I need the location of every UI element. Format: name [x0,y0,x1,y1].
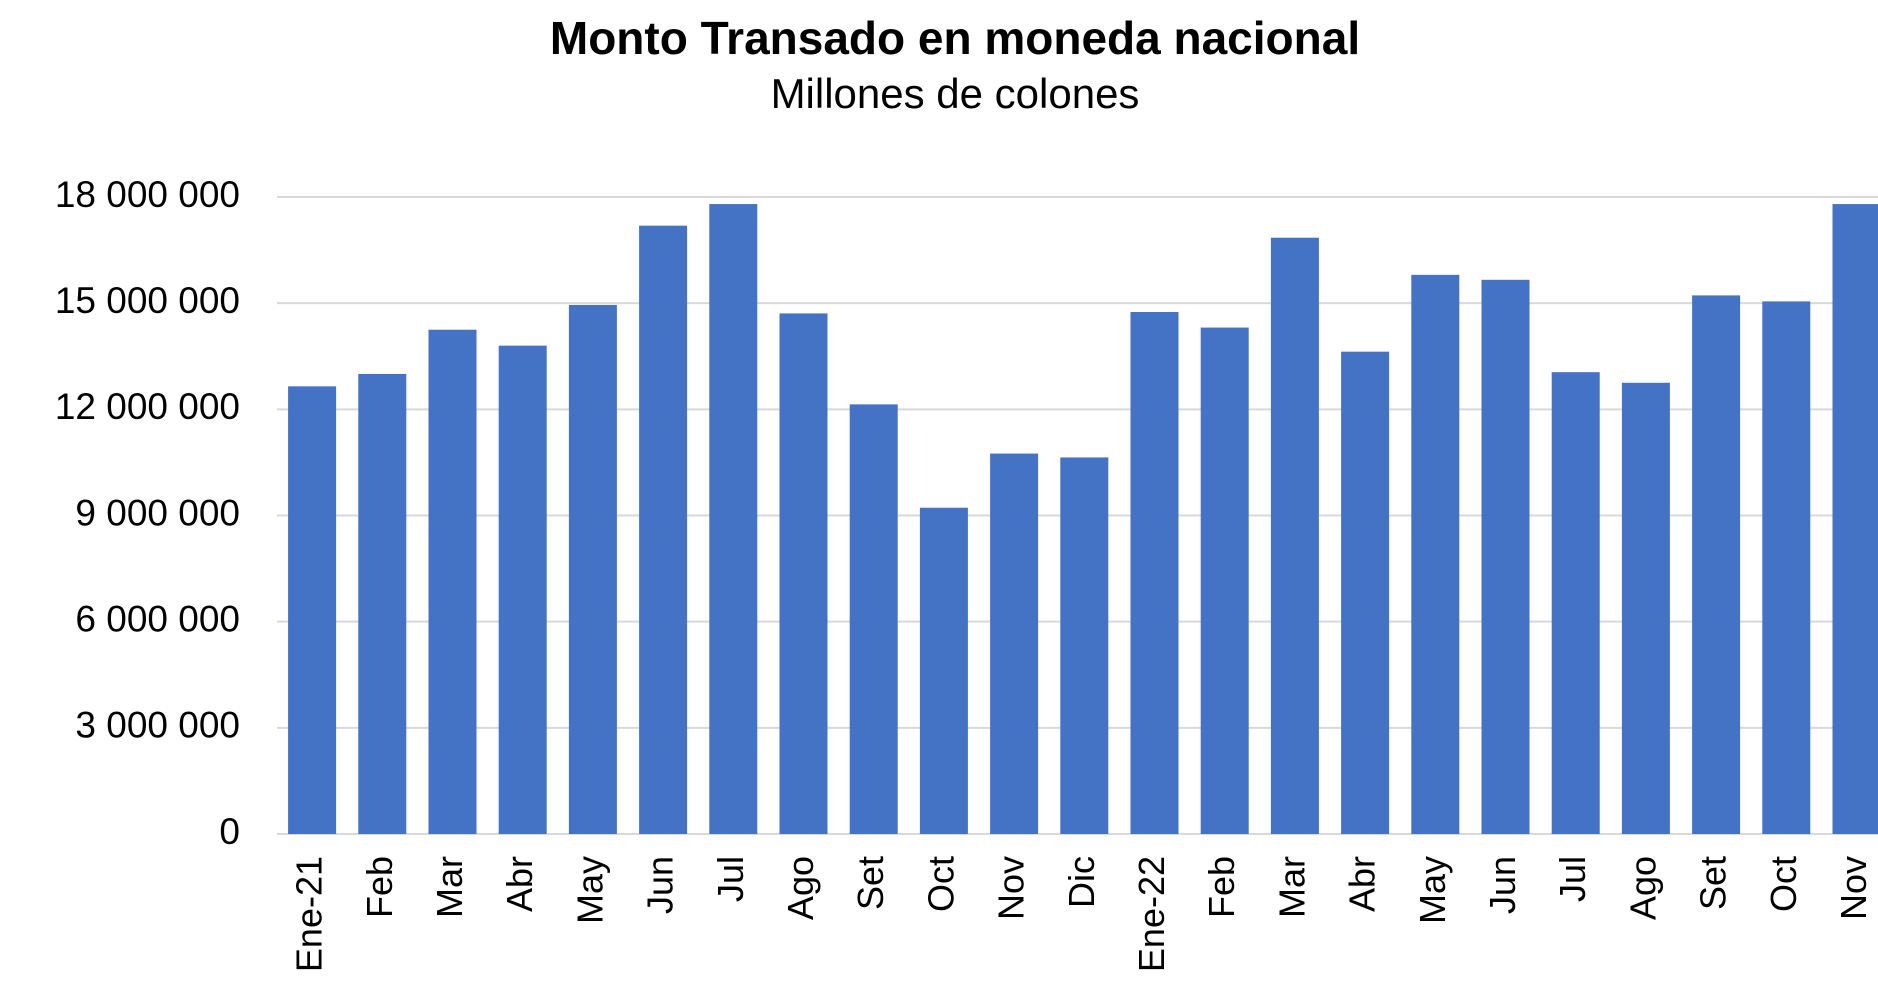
y-tick-label: 15 000 000 [55,280,240,321]
x-tick-label: Oct [920,856,961,912]
bar [639,225,688,835]
bar [1692,295,1741,834]
x-tick-label: May [1412,856,1453,924]
x-tick-label: Ene-21 [289,856,330,972]
y-tick-label: 3 000 000 [75,705,240,746]
x-tick-label: Jun [640,856,681,914]
bar [709,204,758,835]
y-tick-label: 6 000 000 [75,598,240,639]
y-tick-label: 9 000 000 [75,492,240,533]
bar [288,386,337,834]
bar [1200,327,1249,834]
x-tick-label: Dic [1061,856,1102,908]
x-tick-label: Set [850,856,891,910]
x-tick-label: Abr [499,856,540,912]
bar [1762,301,1811,834]
x-tick-label: Oct [1763,856,1804,912]
x-tick-label: May [569,856,610,924]
bar [568,304,617,834]
x-tick-label: Ago [780,856,821,920]
bar [849,404,898,834]
x-tick-label: Set [1693,856,1734,910]
x-tick-label: Nov [1833,856,1874,920]
x-tick-label: Ene-22 [1131,856,1172,972]
x-tick-label: Feb [1201,856,1242,918]
bar [1060,457,1109,834]
bar [498,345,547,834]
y-tick-label: 18 000 000 [55,174,240,215]
x-tick-label: Abr [1342,856,1383,912]
x-tick-label: Jul [1552,856,1593,902]
x-tick-label: Nov [991,856,1032,920]
chart-subtitle: Millones de colones [771,70,1140,117]
bar [428,329,477,834]
bar [1411,274,1460,834]
x-tick-label: Jul [710,856,751,902]
x-tick-label: Ago [1622,856,1663,920]
bar [1621,382,1670,834]
bar [1341,351,1390,834]
bar [779,313,828,834]
bar [1551,372,1600,834]
bar [990,453,1039,834]
bar [1481,279,1530,834]
chart-title: Monto Transado en moneda nacional [550,12,1360,64]
x-tick-label: Mar [429,856,470,918]
bar [1270,237,1319,835]
bar [358,373,407,834]
bar [1130,312,1179,834]
y-tick-label: 0 [219,811,240,852]
bar [919,507,968,834]
x-tick-label: Mar [1271,856,1312,918]
x-tick-label: Feb [359,856,400,918]
x-tick-label: Jun [1482,856,1523,914]
bar [1832,204,1878,835]
y-tick-label: 12 000 000 [55,386,240,427]
